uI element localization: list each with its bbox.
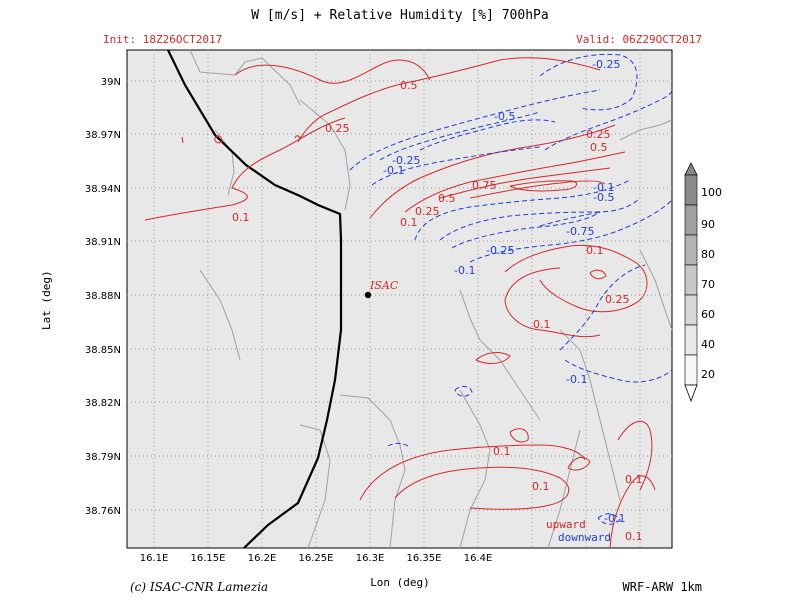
- y-tick-label: 39N: [101, 77, 121, 88]
- downward-label: -0.75: [566, 225, 594, 238]
- y-axis-label: Lat (deg): [40, 270, 53, 330]
- downward-label: -0.25: [392, 154, 420, 167]
- y-tick-label: 38.82N: [85, 398, 121, 409]
- x-tick-label: 16.4E: [464, 553, 493, 564]
- humidity-colorbar: 100 90 80 70 60 40 20: [684, 162, 722, 403]
- y-tick-label: 38.94N: [85, 184, 121, 195]
- upward-label: 0.1: [625, 530, 643, 543]
- y-tick-labels: 39N 38.97N 38.94N 38.91N 38.88N 38.85N 3…: [85, 77, 121, 517]
- upward-contours: [144, 57, 656, 549]
- colorbar-label: 40: [701, 338, 715, 351]
- lat-lon-grid: [127, 50, 672, 548]
- upward-label: 0.1: [232, 211, 250, 224]
- downward-label: -0.25: [486, 244, 514, 257]
- downward-label: -0.1: [454, 264, 475, 277]
- upward-label: 0.1: [400, 216, 418, 229]
- colorbar-label: 20: [701, 368, 715, 381]
- upward-label: 0.1: [533, 318, 551, 331]
- x-axis-label: Lon (deg): [370, 576, 430, 589]
- map-title: W [m/s] + Relative Humidity [%] 700hPa: [251, 8, 549, 23]
- isac-station-marker: [364, 291, 372, 299]
- upward-label: 0.1: [532, 480, 550, 493]
- upward-label: 0.25: [415, 205, 440, 218]
- y-tick-label: 38.79N: [85, 452, 121, 463]
- downward-label: -0.1: [593, 181, 614, 194]
- y-tick-label: 38.97N: [85, 130, 121, 141]
- copyright-text: (c) ISAC-CNR Lamezia: [130, 580, 269, 594]
- upward-label: 0.1: [586, 244, 604, 257]
- colorbar-label: 70: [701, 278, 715, 291]
- upward-label: 0.1: [493, 445, 511, 458]
- upward-label: 0.5: [590, 141, 608, 154]
- valid-time-label: Valid: 06Z29OCT2017: [576, 33, 702, 46]
- y-tick-label: 38.85N: [85, 345, 121, 356]
- x-tick-label: 16.3E: [356, 553, 385, 564]
- downward-contours: [349, 53, 673, 525]
- colorbar-label: 90: [701, 218, 715, 231]
- colorbar-label: 60: [701, 308, 715, 321]
- admin-borders: [189, 49, 673, 549]
- colorbar-labels: 100 90 80 70 60 40 20: [701, 186, 722, 381]
- x-tick-label: 16.35E: [407, 553, 442, 564]
- downward-labels: -0.25 -0.5 -0.25 -0.1 -0.1 -0.5 -0.75 -0…: [383, 58, 625, 525]
- legend-upward: upward: [546, 518, 586, 531]
- y-tick-label: 38.91N: [85, 237, 121, 248]
- coastline: [167, 49, 343, 549]
- colorbar-label: 100: [701, 186, 722, 199]
- y-tick-label: 38.88N: [85, 291, 121, 302]
- upward-label: 0.25: [605, 293, 630, 306]
- y-tick-label: 38.76N: [85, 506, 121, 517]
- colorbar-label: 80: [701, 248, 715, 261]
- upward-labels: 0.5 0.25 0.1 0.75 0.5 0.25 0.1 0.25 0.5 …: [232, 79, 643, 543]
- x-tick-label: 16.1E: [140, 553, 169, 564]
- x-tick-label: 16.15E: [191, 553, 226, 564]
- upward-label: 0.75: [472, 179, 497, 192]
- x-tick-label: 16.25E: [299, 553, 334, 564]
- downward-label: -0.5: [494, 110, 515, 123]
- upward-label: 0.5: [400, 79, 418, 92]
- x-tick-label: 16.2E: [248, 553, 277, 564]
- legend-downward: downward: [558, 531, 611, 544]
- downward-label: -0.1: [383, 164, 404, 177]
- upward-label: 0.1: [625, 473, 643, 486]
- colorbar-top-arrow: [684, 162, 698, 176]
- model-label: WRF-ARW 1km: [622, 580, 702, 594]
- x-tick-labels: 16.1E 16.15E 16.2E 16.25E 16.3E 16.35E 1…: [140, 553, 493, 564]
- downward-label: -0.1: [566, 373, 587, 386]
- downward-label: -0.5: [593, 191, 614, 204]
- downward-label: -0.25: [592, 58, 620, 71]
- downward-label: -0.1: [604, 512, 625, 525]
- station-label: ISAC: [369, 279, 399, 292]
- colorbar-bottom-arrow: [684, 384, 698, 403]
- upward-label: 0.5: [438, 192, 456, 205]
- init-time-label: Init: 18Z26OCT2017: [103, 33, 223, 46]
- upward-label: 0.25: [586, 128, 611, 141]
- upward-label: 0.25: [325, 122, 350, 135]
